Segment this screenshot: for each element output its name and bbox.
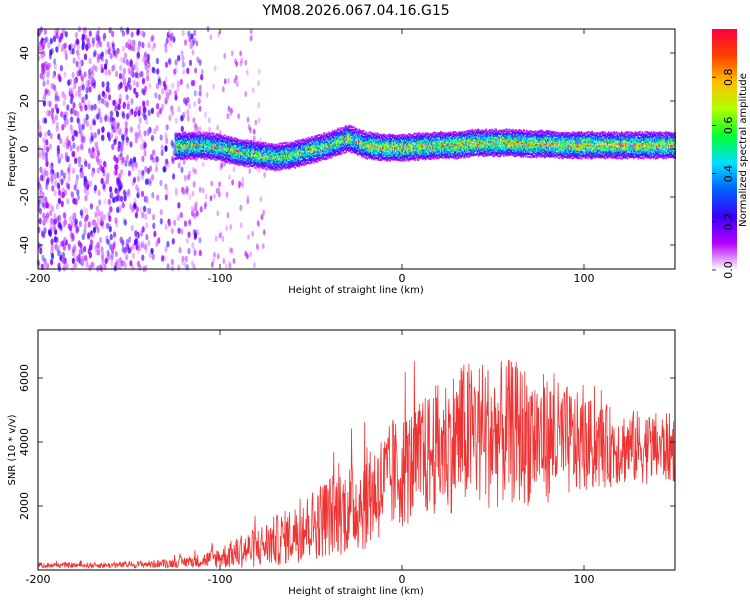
y-tick-label: -20 <box>18 188 31 206</box>
colorbar-tick-label: 0.2 <box>722 213 735 231</box>
colorbar-tick-label: 0.0 <box>722 261 735 279</box>
x-tick-label: -100 <box>208 272 233 285</box>
x-tick-label: -100 <box>208 573 233 586</box>
snr-series-line <box>37 359 676 569</box>
spectrogram-x-label: Height of straight line (km) <box>288 285 424 296</box>
snr-y-label: SNR (10 * v/v) <box>7 414 18 485</box>
colorbar: 0.0 0.2 0.4 0.6 0.8 Normalized spectral ampl… <box>712 29 749 279</box>
snr-plot: -200 -100 0 100 2000 4000 6000 Height of stra… <box>7 329 676 597</box>
y-tick-label: -40 <box>18 236 31 254</box>
colorbar-label: Normalized spectral amplitude <box>738 73 749 227</box>
y-tick-label: 20 <box>18 94 31 108</box>
snr-x-label: Height of straight line (km) <box>288 586 424 597</box>
y-tick-label: 40 <box>18 46 31 60</box>
y-tick-label: 0 <box>18 146 31 153</box>
spectrogram-cells <box>36 25 676 273</box>
spectrogram-y-label: Frequency (Hz) <box>7 111 18 187</box>
colorbar-tick-label: 0.6 <box>722 117 735 134</box>
x-tick-label: 100 <box>574 573 595 586</box>
chart-title: YM08.2026.067.04.16.G15 <box>261 3 449 19</box>
y-tick-label: 4000 <box>18 428 31 456</box>
colorbar-gradient <box>712 29 737 270</box>
x-tick-label: 100 <box>574 272 595 285</box>
x-tick-label: 0 <box>399 272 406 285</box>
colorbar-tick-label: 0.8 <box>722 68 735 86</box>
x-tick-label: -200 <box>26 272 51 285</box>
x-tick-label: 0 <box>399 573 406 586</box>
snr-frame <box>37 329 676 571</box>
colorbar-tick-label: 0.4 <box>722 165 735 183</box>
y-tick-label: 6000 <box>18 364 31 392</box>
y-tick-label: 2000 <box>18 492 31 520</box>
x-tick-label: -200 <box>26 573 51 586</box>
